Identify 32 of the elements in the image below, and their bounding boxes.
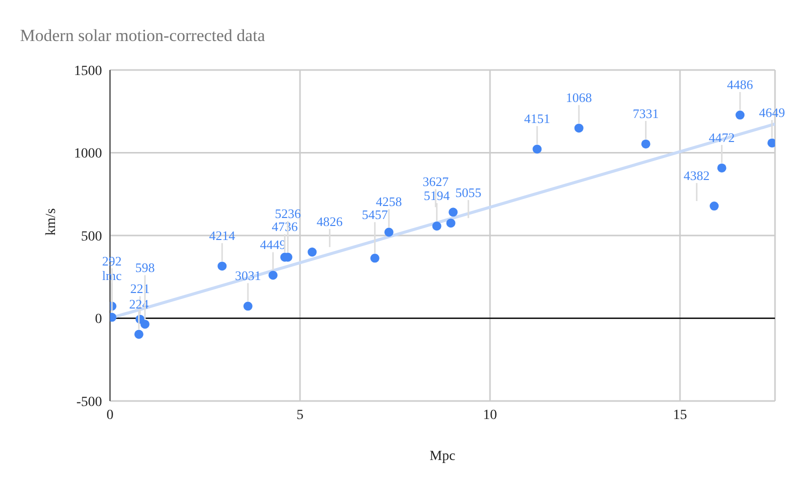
x-tick-label: 15: [673, 408, 687, 423]
annotation: 3627: [422, 174, 450, 190]
annotation: 3031: [234, 268, 261, 284]
x-tick-label: 10: [483, 408, 497, 423]
y-tick-label: 1500: [74, 64, 102, 79]
annotation: 4736: [272, 219, 298, 234]
y-axis-title: km/s: [44, 208, 59, 236]
annotation: 1068: [566, 90, 592, 106]
annotation: 7331: [632, 106, 659, 121]
y-tick-label: 0: [95, 312, 102, 328]
annotation: 221: [130, 281, 150, 296]
x-tick-label: 5: [296, 408, 304, 423]
annotation: 4649: [758, 104, 785, 120]
annotation: 4151: [524, 111, 550, 126]
x-axis-title: Mpc: [430, 449, 456, 464]
annotation: 5236: [274, 206, 302, 222]
annotation: 4486: [727, 77, 754, 92]
annotation: 4382: [684, 168, 710, 184]
annotation: 5194: [424, 188, 450, 204]
annotation: 598: [135, 260, 155, 276]
y-tick-label: 1000: [74, 146, 102, 162]
annotation: 4258: [376, 194, 402, 210]
chart-title: Modern solar motion-corrected data: [20, 26, 265, 46]
x-tick-label: 0: [106, 408, 114, 423]
y-tick-label: 500: [81, 229, 102, 244]
annotation: 4214: [209, 228, 236, 244]
annotation: 5457: [362, 207, 388, 222]
annotation: 4472: [708, 130, 735, 145]
y-tick-label: -500: [76, 394, 102, 410]
annotation: 224: [129, 296, 150, 312]
annotation: 4826: [316, 214, 344, 230]
annotation: 5055: [455, 185, 482, 200]
